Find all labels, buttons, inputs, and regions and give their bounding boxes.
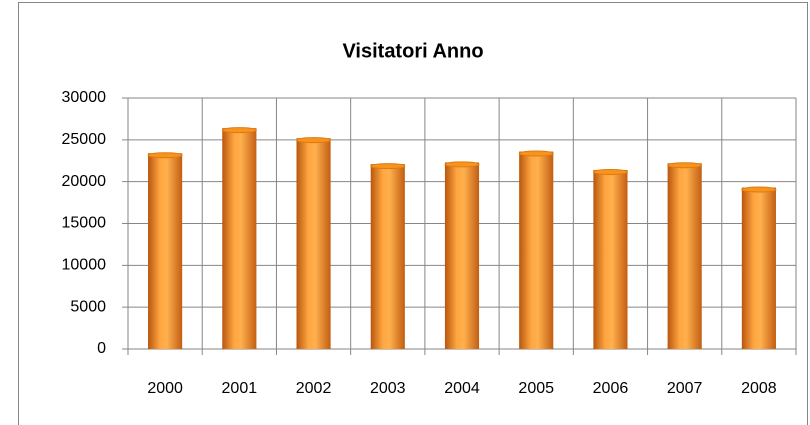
bar-cap: [518, 150, 554, 157]
x-tick-label: 2008: [741, 380, 777, 397]
y-tick-label: 20000: [62, 173, 107, 190]
bar: [519, 151, 554, 349]
bar-cap: [592, 168, 629, 175]
bar: [148, 153, 183, 349]
chart-title: Visitatori Anno: [342, 40, 483, 62]
bar: [444, 162, 480, 349]
y-tick-label: 5000: [70, 298, 106, 315]
y-tick-label: 0: [97, 340, 106, 357]
x-tick-label: 2006: [593, 380, 629, 397]
y-tick-label: 10000: [62, 257, 107, 274]
bar: [593, 169, 628, 349]
bar: [370, 164, 405, 349]
x-tick-label: 2004: [444, 380, 480, 397]
bar-cap: [147, 152, 183, 159]
x-tick-label: 2005: [518, 380, 554, 397]
y-tick-label: 30000: [62, 89, 107, 106]
bar-cap: [667, 162, 703, 169]
x-tick-label: 2000: [147, 380, 183, 397]
y-tick-label: 25000: [62, 131, 107, 148]
y-tick-label: 15000: [62, 215, 107, 232]
bar: [222, 128, 257, 349]
x-tick-label: 2001: [222, 380, 258, 397]
bar: [296, 138, 331, 349]
bar-cap: [221, 127, 257, 134]
x-tick-label: 2002: [296, 380, 332, 397]
bar-cap: [444, 161, 480, 168]
x-tick-label: 2003: [370, 380, 406, 397]
bar-cap: [370, 163, 406, 170]
x-tick-label: 2007: [667, 380, 703, 397]
bar-cap: [295, 137, 332, 144]
bar-cap: [741, 186, 777, 193]
bar: [741, 187, 776, 349]
bar: [667, 163, 702, 349]
